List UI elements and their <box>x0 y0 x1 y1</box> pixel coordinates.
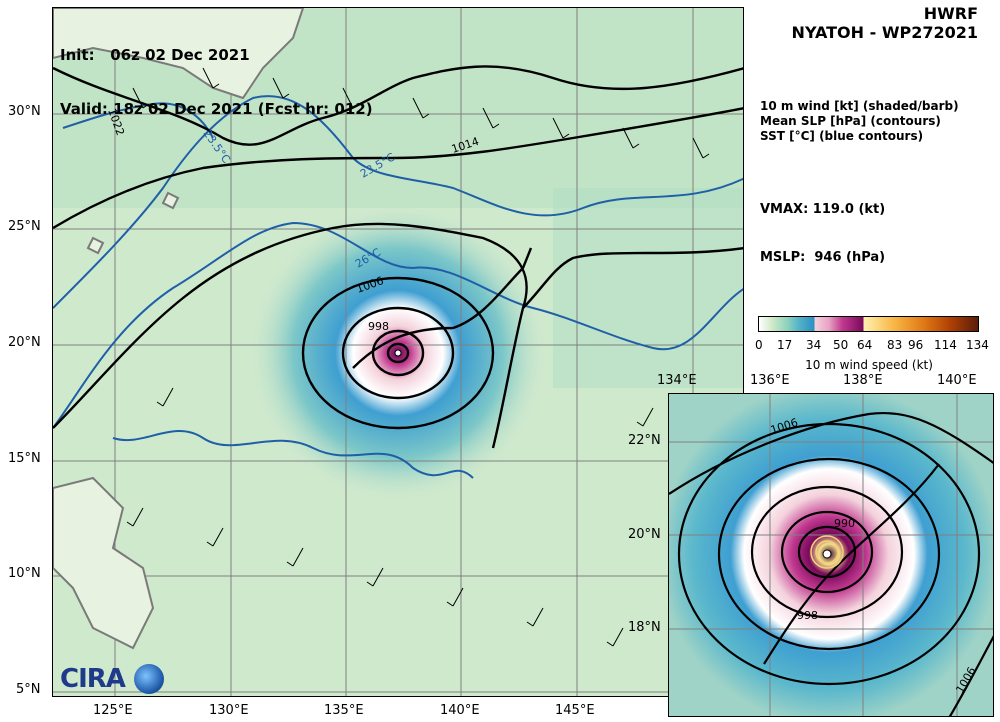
inset-lat-label: 18°N <box>628 620 661 635</box>
colorbar-tick: 134 <box>966 338 989 352</box>
inset-slp-contours <box>669 412 993 716</box>
field-legend: 10 m wind [kt] (shaded/barb) Mean SLP [h… <box>760 99 959 144</box>
lat-label: 20°N <box>8 335 41 350</box>
inset-lon-label: 138°E <box>843 373 883 388</box>
lon-label: 140°E <box>440 703 480 718</box>
inset-contour-labels: 1006 990 998 1006 <box>769 416 979 696</box>
cira-logo: CIRA <box>60 664 126 694</box>
colorbar-tick: 83 <box>887 338 903 352</box>
colorbar-ticks: 0 17 34 50 64 83 96 114 134 <box>755 338 989 354</box>
colorbar-tick: 50 <box>833 338 849 352</box>
lat-label: 30°N <box>8 104 41 119</box>
inset-lon-label: 140°E <box>937 373 977 388</box>
lon-label: 130°E <box>209 703 249 718</box>
legend-slp: Mean SLP [hPa] (contours) <box>760 114 941 128</box>
colorbar-tick: 17 <box>777 338 793 352</box>
inset-lon-label-top: 134°E <box>657 373 697 388</box>
colorbar-tick: 96 <box>908 338 924 352</box>
inset-eyewall <box>810 535 844 569</box>
inset-slp-label: 998 <box>797 609 818 622</box>
init-valid-text: Init: 06z 02 Dec 2021 Valid: 18z 02 Dec … <box>60 10 373 136</box>
wind-colorbar <box>758 316 979 332</box>
colorbar-tick: 34 <box>806 338 822 352</box>
lat-label: 15°N <box>8 451 41 466</box>
main-map-canvas: 1022 1014 1006 998 23.5°C 23.5°C 26°C <box>53 8 743 696</box>
inset-map-canvas: 1006 990 998 1006 <box>669 394 993 716</box>
colorbar-tick: 0 <box>755 338 763 352</box>
lon-label: 145°E <box>555 703 595 718</box>
model-name: HWRF <box>923 4 978 23</box>
init-line: Init: 06z 02 Dec 2021 <box>60 46 250 64</box>
storm-stats: VMAX: 119.0 (kt) MSLP: 946 (hPa) <box>760 170 885 282</box>
storm-title: HWRF NYATOH - WP272021 <box>792 4 978 42</box>
inset-map[interactable]: 1006 990 998 1006 <box>668 393 994 717</box>
inset-lat-label: 20°N <box>628 527 661 542</box>
legend-sst: SST [°C] (blue contours) <box>760 129 924 143</box>
legend-wind: 10 m wind [kt] (shaded/barb) <box>760 99 959 113</box>
slp-label: 998 <box>368 320 389 333</box>
vmax-value: VMAX: 119.0 (kt) <box>760 202 886 217</box>
lat-label: 10°N <box>8 566 41 581</box>
lat-label: 5°N <box>16 682 41 697</box>
lat-label: 25°N <box>8 219 41 234</box>
colorbar-tick: 114 <box>934 338 957 352</box>
main-map[interactable]: 1022 1014 1006 998 23.5°C 23.5°C 26°C <box>52 7 744 697</box>
lon-label: 135°E <box>324 703 364 718</box>
colorbar-tick: 64 <box>857 338 873 352</box>
mslp-value: MSLP: 946 (hPa) <box>760 250 886 265</box>
storm-name: NYATOH - WP272021 <box>791 23 978 42</box>
colorbar-label: 10 m wind speed (kt) <box>805 358 933 372</box>
valid-line: Valid: 18z 02 Dec 2021 (Fcst hr: 012) <box>60 100 373 118</box>
slp-contours <box>53 65 743 449</box>
graticule <box>53 8 743 696</box>
storm-center <box>394 349 402 357</box>
lon-label: 125°E <box>93 703 133 718</box>
inset-storm-center <box>822 549 832 559</box>
inset-lat-label: 22°N <box>628 433 661 448</box>
wind-barbs <box>126 67 710 647</box>
inset-lon-label: 136°E <box>750 373 790 388</box>
inset-slp-label: 990 <box>834 517 855 530</box>
inset-graticule <box>669 394 993 716</box>
cira-globe-icon <box>134 664 164 694</box>
